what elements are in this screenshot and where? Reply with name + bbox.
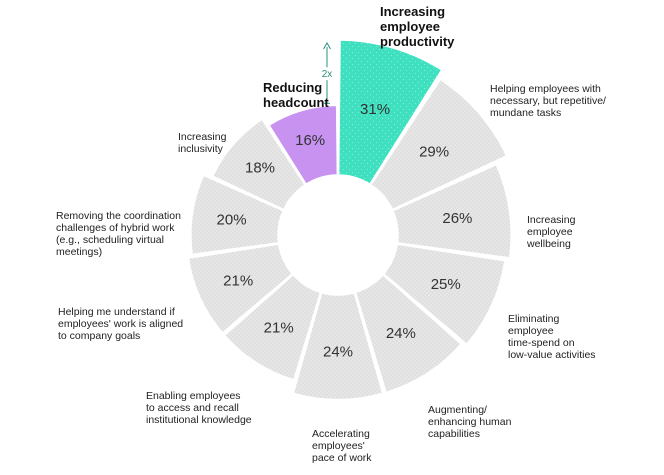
category-label-line: productivity — [380, 34, 455, 49]
category-label-line: employee — [508, 325, 554, 337]
category-label-line: headcount — [263, 95, 329, 110]
value-label-1: 31% — [360, 101, 390, 118]
category-label-line: Increasing — [527, 214, 576, 226]
category-label-line: to company goals — [58, 330, 141, 342]
slice-3 — [391, 163, 512, 259]
category-label-6: Accelerating employees' pace of work — [312, 428, 372, 464]
slice-1 — [337, 39, 443, 186]
slice-2 — [369, 78, 508, 211]
category-label-line: (e.g., scheduling virtual — [56, 234, 164, 246]
slice-7 — [223, 273, 322, 381]
category-label-line: mundane tasks — [490, 107, 562, 119]
category-label-8: Helping me understand if employees' work … — [58, 306, 183, 342]
category-label-4: Eliminating employee time-spend on low-valu… — [508, 313, 596, 361]
category-label-line: meetings) — [56, 246, 103, 258]
category-label-line: Reducing — [263, 80, 323, 95]
category-label-9: Removing the coordination challenges of h… — [56, 210, 181, 258]
category-label-3: Increasing employee wellbeing — [527, 214, 575, 250]
category-label-line: employees' work is aligned — [58, 318, 184, 330]
slice-9 — [190, 174, 285, 256]
category-label-line: Augmenting/ — [428, 404, 487, 416]
value-label-9: 20% — [217, 212, 247, 229]
category-label-line: employees' — [312, 440, 365, 452]
value-label-6: 24% — [323, 343, 353, 360]
category-label-line: Enabling employees — [146, 390, 241, 402]
category-label-2: Helping employees with necessary, but rep… — [490, 83, 606, 119]
category-label-line: enhancing human — [428, 416, 512, 428]
category-label-line: Eliminating — [508, 313, 560, 325]
annotation-text-background — [320, 67, 334, 81]
category-label-line: Increasing — [380, 4, 446, 19]
category-label-line: institutional knowledge — [146, 414, 252, 426]
category-label-7: Enabling employees to access and recall in… — [146, 390, 252, 426]
value-label-10: 18% — [245, 159, 275, 176]
category-label-line: Increasing — [178, 131, 227, 143]
category-label-line: inclusivity — [178, 143, 223, 155]
value-label-5: 24% — [386, 325, 416, 342]
value-label-7: 21% — [264, 319, 294, 336]
category-label-11: Reducing headcount — [263, 80, 329, 110]
slice-11 — [268, 104, 339, 186]
category-label-10: Increasing inclusivity — [178, 131, 226, 155]
value-label-4: 25% — [431, 276, 461, 293]
slice-8 — [187, 243, 294, 335]
value-label-2: 29% — [419, 144, 449, 161]
category-label-line: Helping employees with — [490, 83, 601, 95]
chart-value-labels: 31% 29% 26% 25% 24% 24% 21% 21% 20% 18% 16% — [217, 101, 473, 360]
category-label-5: Augmenting/enhancing human capabilities — [428, 404, 511, 440]
category-label-line: capabilities — [428, 428, 480, 440]
category-label-line: necessary, but repetitive/ — [490, 95, 606, 107]
annotation-text: 2x — [322, 69, 333, 80]
category-label-line: time-spend on — [508, 337, 575, 349]
slice-4 — [382, 243, 506, 346]
category-label-line: Helping me understand if — [58, 306, 175, 318]
slice-6 — [292, 291, 384, 401]
value-label-11: 16% — [295, 132, 325, 149]
annotation-arrow-head — [323, 42, 331, 50]
category-label-line: to access and recall — [146, 402, 239, 414]
category-label-line: pace of work — [312, 452, 372, 464]
chart-slices — [187, 39, 512, 401]
value-label-3: 26% — [442, 210, 472, 227]
category-label-line: wellbeing — [527, 238, 571, 250]
slice-10 — [211, 118, 307, 211]
category-label-line: employee — [380, 19, 440, 34]
category-label-line: Accelerating — [312, 428, 370, 440]
category-label-line: employee — [527, 226, 573, 238]
chart-annotation: 2x — [320, 42, 334, 104]
category-label-line: low-value activities — [508, 349, 596, 361]
category-label-line: Removing the coordination — [56, 210, 181, 222]
slice-5 — [354, 273, 463, 394]
category-label-line: challenges of hybrid work — [56, 222, 175, 234]
value-label-8: 21% — [223, 273, 253, 290]
category-label-1: Increasing employee productivity — [380, 4, 454, 49]
